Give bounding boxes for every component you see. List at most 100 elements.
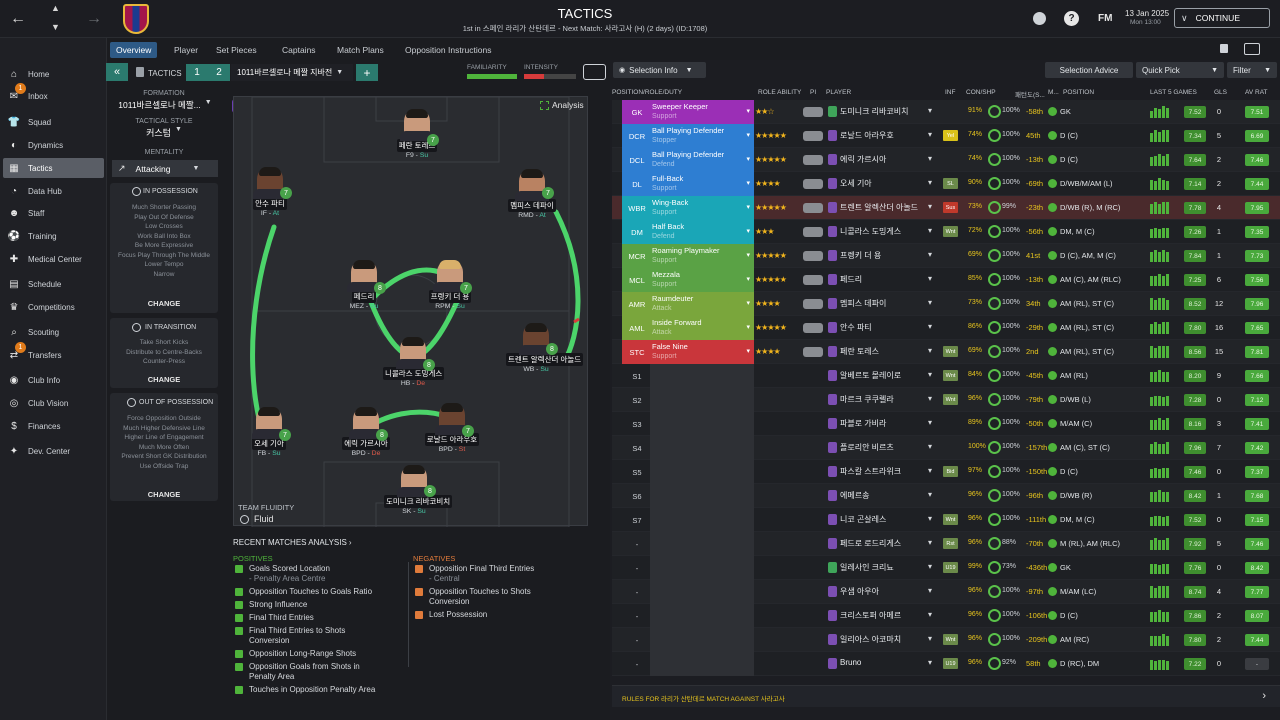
position-code[interactable]: MCL (622, 268, 652, 292)
sidebar-item-squad[interactable]: 👕 Squad (3, 112, 104, 132)
player-name[interactable]: 페드리 (840, 275, 863, 284)
tab-opposition-instructions[interactable]: Opposition Instructions (405, 45, 492, 55)
collapse-panel-button[interactable]: « (106, 63, 128, 81)
player-instructions-icon[interactable] (803, 131, 823, 141)
filter-button[interactable]: Filter ▼ (1227, 62, 1277, 78)
chevron-down-icon[interactable]: ▾ (928, 514, 933, 523)
player-name[interactable]: 페란 토레스 (840, 347, 880, 356)
sidebar-item-home[interactable]: ⌂ Home (3, 64, 104, 84)
player-name[interactable]: 플로리안 비르츠 (840, 443, 894, 452)
role-duty-selector[interactable]: Ball Playing Defender Defend ▾ (650, 148, 754, 172)
table-row[interactable]: - 일리아스 아코마치 ▾ Wnt 96% 100% -209th AM (RC) 7.80 2 7… (612, 628, 1280, 652)
sidebar-item-dev-center[interactable]: ✦ Dev. Center (3, 441, 104, 461)
table-row[interactable]: - 크리스토퍼 아메르 ▾ 96% 100% -106th D (C) 7.86 2 8.07 (612, 604, 1280, 628)
tab-player[interactable]: Player (174, 45, 199, 55)
table-row[interactable]: - 일레사인 크리뇨 ▾ U19 99% 73% -436th GK 7.76 0 8.42 (612, 556, 1280, 580)
player-name[interactable]: 우샘 아우아 (840, 587, 880, 596)
role-duty-selector[interactable]: Full-Back Support ▾ (650, 172, 754, 196)
table-row[interactable]: WBR Wing-Back Support ▾ ★★★★★ 트렌트 알렉산더 아놀드 ▾ Su… (612, 196, 1280, 220)
continue-button[interactable]: ∨ CONTINUE (1174, 8, 1270, 28)
position-code[interactable]: S5 (632, 467, 642, 477)
role-duty-selector[interactable] (650, 652, 754, 676)
player-name[interactable]: 마르크 쿠쿠렐라 (840, 395, 894, 404)
role-duty-selector[interactable]: Sweeper Keeper Support ▾ (650, 100, 754, 124)
role-duty-selector[interactable]: Wing-Back Support ▾ (650, 196, 754, 220)
column-header[interactable]: INF (945, 89, 956, 96)
table-row[interactable]: S5 파스칼 스트라위크 ▾ Bid 97% 100% -150th D (C) 7.46 0 7.… (612, 460, 1280, 484)
tactic-slot-2[interactable]: 2 (208, 64, 230, 81)
chevron-down-icon[interactable]: ▾ (928, 466, 933, 475)
position-code[interactable]: DM (622, 220, 652, 244)
chevron-down-icon[interactable]: ▾ (928, 346, 933, 355)
player-name[interactable]: 도미니크 리바코비치 (840, 107, 909, 116)
position-code[interactable]: - (635, 539, 639, 549)
table-row[interactable]: MCR Roaming Playmaker Support ▾ ★★★★★ 프렝키 더 용… (612, 244, 1280, 268)
position-code[interactable]: S6 (632, 491, 642, 501)
chevron-down-icon[interactable]: ▾ (928, 490, 933, 499)
position-code[interactable]: - (635, 563, 639, 573)
back-icon[interactable]: ← (10, 10, 26, 27)
column-header[interactable]: CON/SHP (966, 89, 996, 96)
role-duty-selector[interactable] (650, 484, 754, 508)
position-code[interactable]: - (635, 635, 639, 645)
mentality-dropdown[interactable]: ↗ Attacking ▼ (112, 160, 218, 177)
tactic-slot-1[interactable]: 1 (186, 64, 208, 81)
table-row[interactable]: S2 마르크 쿠쿠렐라 ▾ Wnt 96% 100% -79th D/WB (L) 7.28 0 7… (612, 388, 1280, 412)
player-instructions-icon[interactable] (803, 155, 823, 165)
tab-set-pieces[interactable]: Set Pieces (216, 45, 257, 55)
table-row[interactable]: DCL Ball Playing Defender Defend ▾ ★★★★★ 에릭 가… (612, 148, 1280, 172)
quick-pick-button[interactable]: Quick Pick ▼ (1136, 62, 1224, 78)
column-header[interactable]: POSITION (1063, 89, 1095, 96)
pitch-player[interactable]: 7 오세 기아 FB - Su (239, 407, 299, 457)
role-duty-selector[interactable]: Raumdeuter Attack ▾ (650, 292, 754, 316)
pitch-player[interactable]: 8 도미니크 리바코비치 SK - Su (384, 465, 453, 515)
pitch-player[interactable]: 7 프렝키 더 용 RPM - Su (420, 260, 480, 310)
role-duty-selector[interactable]: Half Back Defend ▾ (650, 220, 754, 244)
column-header[interactable]: PI (810, 89, 817, 96)
role-duty-selector[interactable] (650, 388, 754, 412)
add-tactic-button[interactable]: + (356, 64, 378, 81)
sidebar-item-inbox[interactable]: ✉ Inbox 1 (3, 83, 104, 106)
chevron-down-icon[interactable]: ▾ (928, 130, 933, 139)
role-duty-selector[interactable] (650, 508, 754, 532)
player-instructions-icon[interactable] (803, 275, 823, 285)
position-code[interactable]: DL (622, 172, 652, 196)
recent-matches-analysis-link[interactable]: RECENT MATCHES ANALYSIS › (233, 538, 351, 547)
table-row[interactable]: - Bruno ▾ U19 96% 92% 58th D (RC), DM 7.22 0 - (612, 652, 1280, 676)
column-header[interactable]: GLS (1214, 89, 1228, 96)
pitch-player[interactable]: 7 멤피스 데파이 RMD - At (502, 169, 562, 219)
formation-dropdown[interactable]: 1011바르셀로나 메짤... ▼ (112, 99, 218, 111)
tactical-style-dropdown[interactable]: 커스텀 ▼ (110, 126, 218, 139)
position-code[interactable]: S4 (632, 443, 642, 453)
column-header[interactable]: M... (1048, 89, 1059, 96)
role-duty-selector[interactable] (650, 628, 754, 652)
player-instructions-icon[interactable] (803, 347, 823, 357)
player-instructions-icon[interactable] (803, 203, 823, 213)
sidebar-item-schedule[interactable]: ▤ Schedule (3, 274, 104, 294)
player-name[interactable]: Bruno (840, 658, 862, 667)
tab-captains[interactable]: Captains (282, 45, 316, 55)
player-name[interactable]: 일레사인 크리뇨 (840, 563, 894, 572)
club-crest-icon[interactable] (123, 4, 149, 34)
sidebar-item-finances[interactable]: $ Finances (3, 416, 104, 436)
player-name[interactable]: 알베르토 몰레이로 (840, 371, 902, 380)
tab-match-plans[interactable]: Match Plans (337, 45, 384, 55)
table-row[interactable]: DCR Ball Playing Defender Stopper ▾ ★★★★★ 로날드… (612, 124, 1280, 148)
fm-ball-icon[interactable] (1033, 12, 1046, 25)
role-duty-selector[interactable] (650, 364, 754, 388)
selection-info-dropdown[interactable]: ◉ Selection Info ▼ (613, 62, 706, 78)
pitch-player[interactable]: 8 트렌트 알렉산더 아놀드 WB - Su (506, 323, 584, 373)
player-name[interactable]: 크리스토퍼 아메르 (840, 611, 902, 620)
rules-footer[interactable]: RULES FOR 라리가 산탄데르 MATCH AGAINST 사라고사 › (612, 685, 1280, 707)
selection-advice-button[interactable]: Selection Advice (1045, 62, 1133, 78)
tactic-name-dropdown[interactable]: 1011바르셀로나 메짤 지바전 ▼ (231, 64, 353, 81)
chevron-down-icon[interactable]: ▾ (928, 562, 933, 571)
position-code[interactable]: S7 (632, 515, 642, 525)
position-code[interactable]: S2 (632, 395, 642, 405)
player-instructions-icon[interactable] (803, 323, 823, 333)
chevron-up-icon[interactable]: ▲ (51, 3, 60, 13)
sidebar-item-medical-center[interactable]: ✚ Medical Center (3, 249, 104, 269)
column-header[interactable]: PLAYER (826, 89, 852, 96)
table-row[interactable]: DL Full-Back Support ▾ ★★★★ 오세 기아 ▾ SL 90% 100% -6… (612, 172, 1280, 196)
chevron-down-icon[interactable]: ▾ (928, 202, 933, 211)
